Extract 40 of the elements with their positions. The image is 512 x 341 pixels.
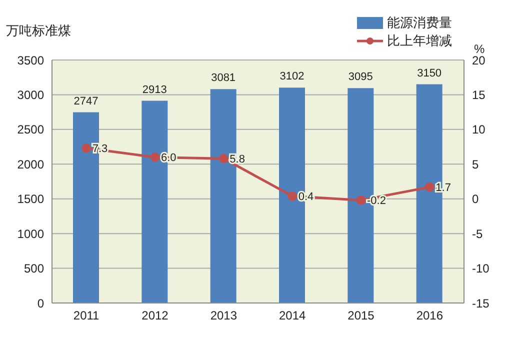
legend-label: 比上年增减 [387, 32, 452, 50]
y2-tick-label: 10 [472, 122, 486, 137]
y2-tick-label: 0 [472, 192, 479, 206]
y-axis-title: 万吨标准煤 [6, 22, 71, 40]
y-tick-label: 500 [24, 262, 44, 276]
x-tick-label: 2012 [142, 308, 169, 323]
x-tick-label: 2014 [278, 308, 306, 323]
point [356, 195, 366, 205]
y2-tick-label: -10 [472, 262, 490, 276]
y2-tick-label: 20 [472, 53, 486, 68]
y-tick-label: 2000 [17, 157, 44, 172]
data-label: 2913 [142, 84, 167, 96]
data-label: 3102 [280, 70, 304, 83]
x-tick-label: 2015 [348, 308, 375, 323]
x-tick-label: 2011 [73, 308, 100, 323]
y-tick-label: 3000 [17, 88, 44, 102]
point [150, 152, 160, 162]
y-tick-label: 0 [37, 296, 44, 310]
point [288, 191, 298, 201]
y2-tick-label: -5 [472, 226, 483, 241]
data-label: 3081 [211, 72, 236, 84]
x-tick-label: 2013 [210, 308, 238, 323]
y2-axis-title: % [474, 42, 485, 56]
y-tick-label: 1500 [17, 192, 44, 206]
y2-tick-label: -15 [472, 296, 490, 310]
data-label: 3150 [417, 67, 442, 80]
point [218, 154, 228, 164]
data-label: 2747 [74, 95, 98, 108]
x-tick-label: 2016 [416, 308, 444, 323]
point [424, 182, 434, 192]
y-tick-label: 3500 [17, 53, 44, 68]
y-tick-label: 2500 [17, 122, 44, 137]
y2-tick-label: 15 [472, 88, 486, 102]
data-label: 7.3 [92, 143, 108, 156]
data-label: 3095 [348, 71, 373, 84]
data-label: 0.4 [298, 191, 314, 204]
y-tick-label: 1000 [17, 226, 44, 241]
y2-tick-label: 5 [472, 157, 479, 172]
legend-label: 能源消费量 [387, 14, 452, 32]
point [82, 143, 92, 153]
